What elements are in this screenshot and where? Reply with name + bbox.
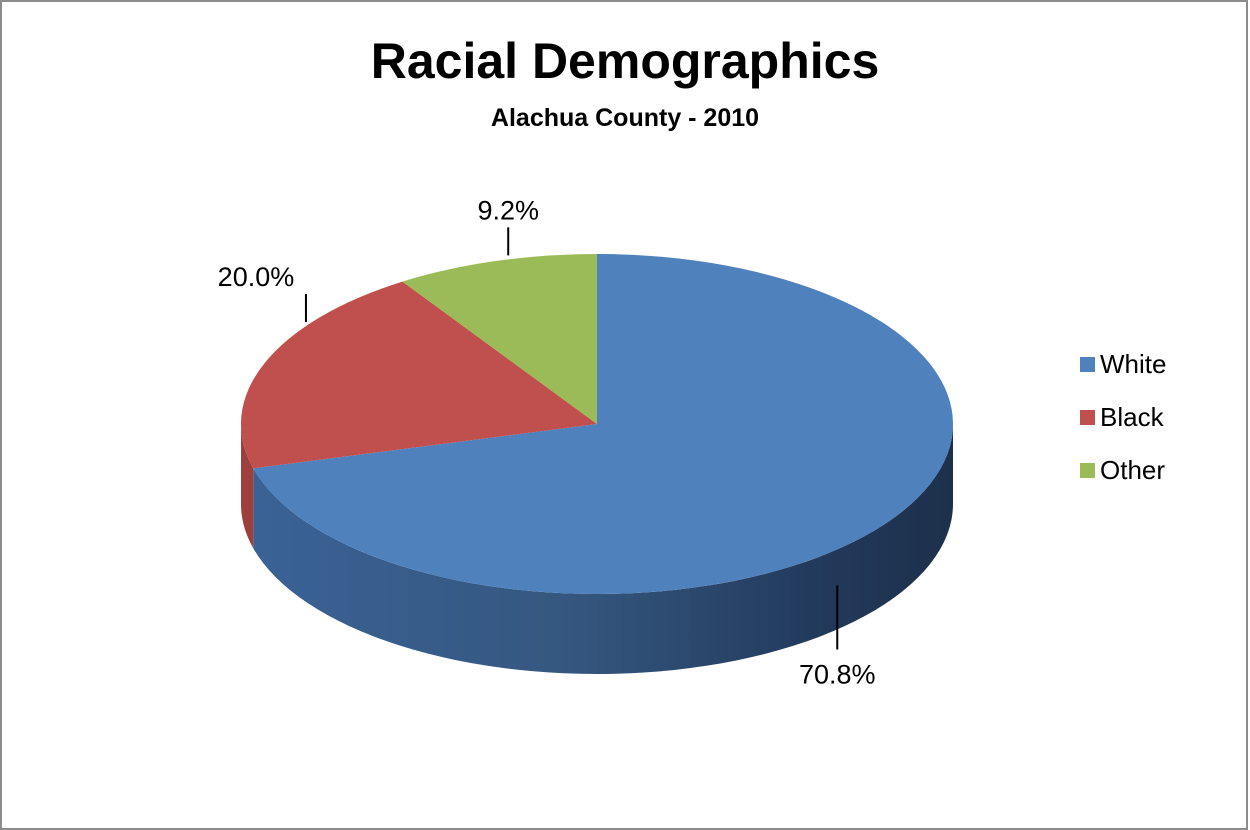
- legend-label: White: [1100, 349, 1167, 379]
- slice-black: [240, 281, 597, 469]
- chart-title: Racial Demographics: [370, 33, 880, 89]
- legend-item-black: Black: [1080, 391, 1166, 444]
- legend-label: Black: [1100, 402, 1164, 432]
- legend-item-white: White: [1080, 338, 1166, 391]
- slice-side-white: [253, 424, 954, 674]
- legend-swatch: [1080, 357, 1095, 372]
- legend-label: Other: [1100, 455, 1166, 485]
- data-label-black: 20.0%: [218, 262, 295, 292]
- legend-swatch: [1080, 463, 1095, 478]
- slice-side-black: [241, 424, 254, 549]
- legend-item-other: Other: [1080, 444, 1166, 497]
- slice-other: [402, 253, 597, 424]
- chart-subtitle: Alachua County - 2010: [490, 104, 760, 132]
- data-label-white: 70.8%: [799, 659, 876, 689]
- legend: White Black Other: [1080, 338, 1166, 497]
- slice-white: [253, 254, 954, 595]
- data-label-other: 9.2%: [477, 195, 539, 225]
- legend-swatch: [1080, 410, 1095, 425]
